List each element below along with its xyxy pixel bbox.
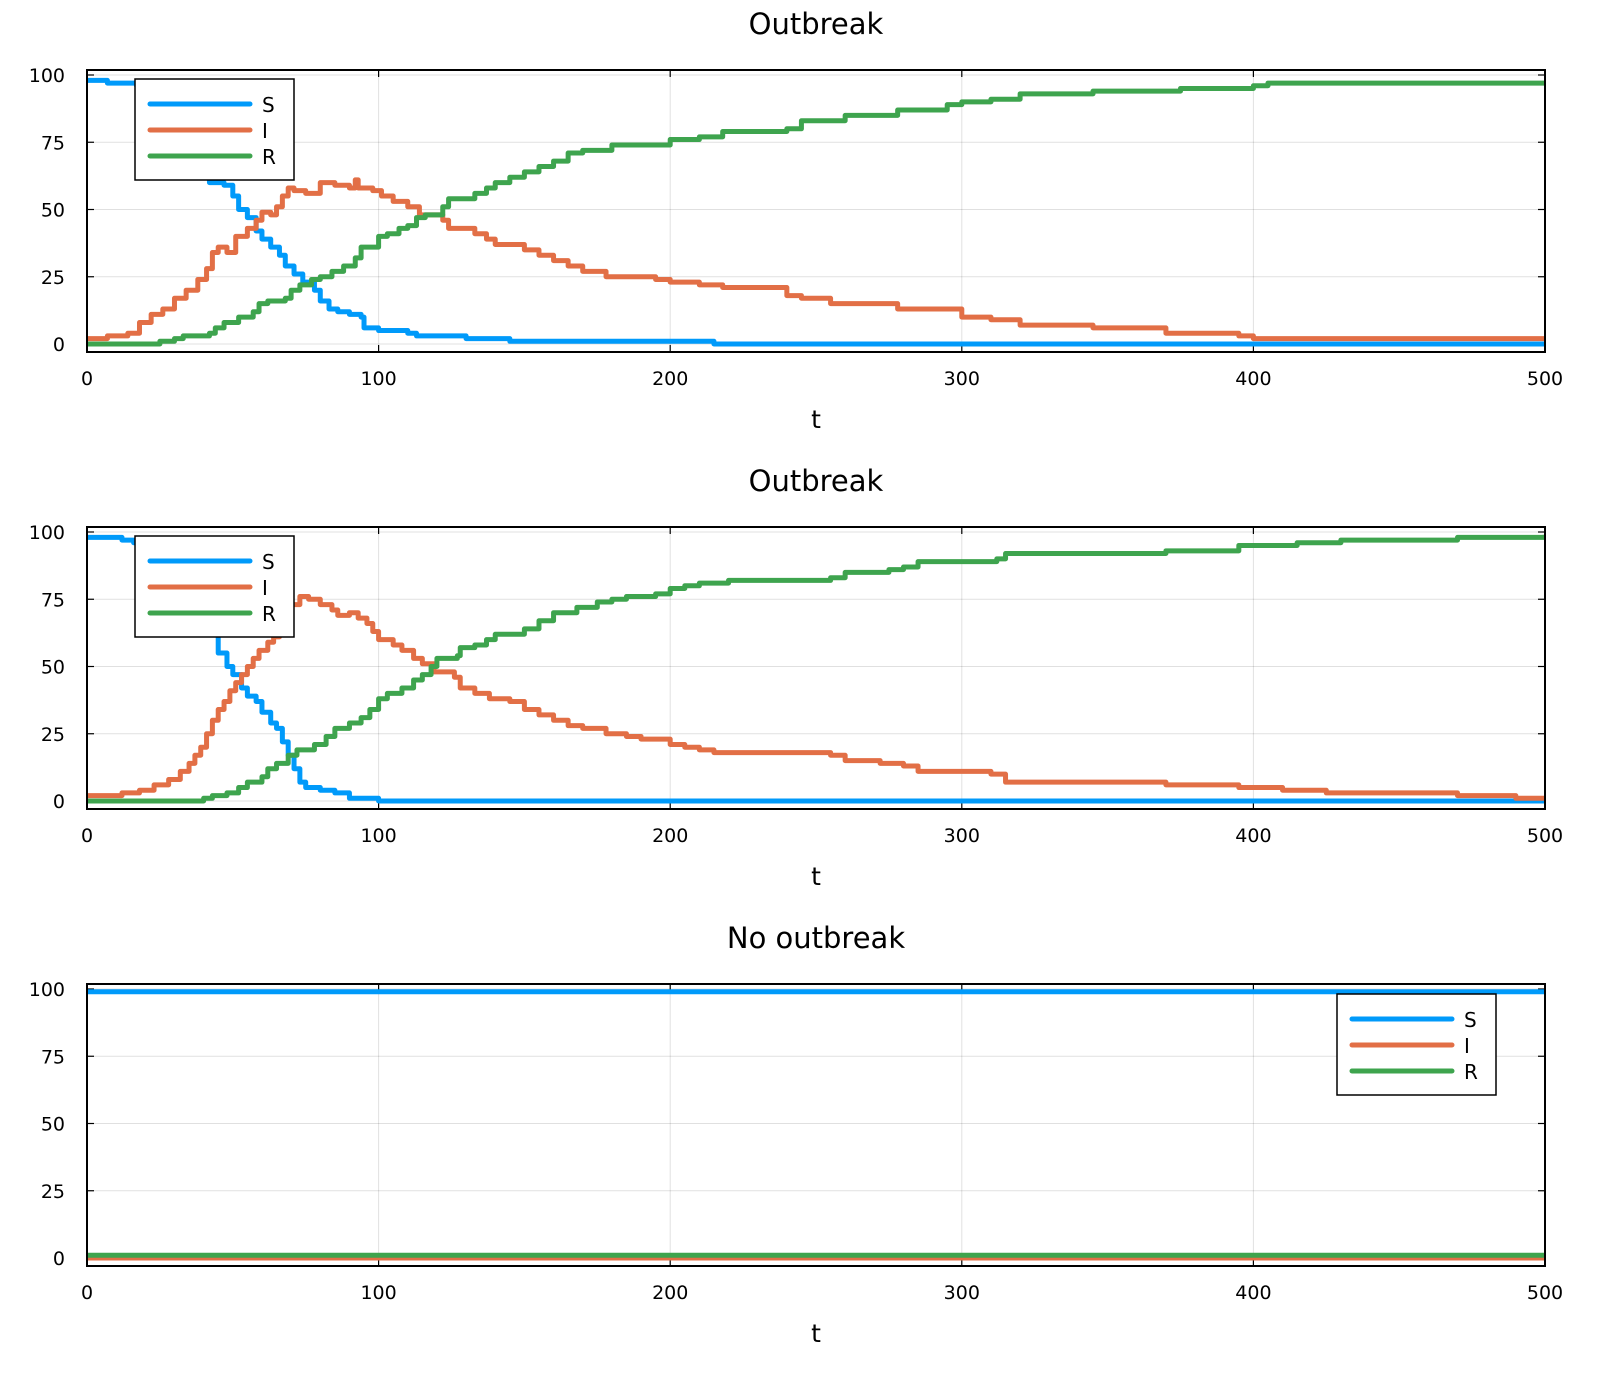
y-tick-label: 50 bbox=[41, 657, 65, 679]
y-tick-label: 100 bbox=[29, 979, 65, 1001]
y-tick-label: 75 bbox=[41, 589, 65, 611]
legend-label: S bbox=[262, 93, 275, 117]
x-tick-label: 400 bbox=[1235, 825, 1271, 847]
legend-label: R bbox=[1464, 1060, 1478, 1084]
plot-frame bbox=[86, 526, 1546, 810]
legend: SIR bbox=[134, 535, 295, 638]
chart-title: No outbreak bbox=[727, 921, 905, 955]
x-axis-label: t bbox=[811, 1319, 821, 1348]
legend: SIR bbox=[134, 78, 295, 181]
y-tick-label: 50 bbox=[41, 200, 65, 222]
x-axis-label: t bbox=[811, 405, 821, 434]
series-line-R bbox=[87, 534, 1545, 804]
x-tick-label: 100 bbox=[360, 825, 396, 847]
subplot-1: Outbreak 0 100 200 300 400 500 0 25 50 75 100 t SIR bbox=[29, 7, 1563, 434]
legend: SIR bbox=[1336, 993, 1497, 1096]
x-tick-label: 400 bbox=[1235, 368, 1271, 390]
series-line-S bbox=[87, 534, 1545, 804]
y-tick-label: 100 bbox=[29, 522, 65, 544]
x-tick-label: 500 bbox=[1527, 1282, 1563, 1304]
y-tick-label: 100 bbox=[29, 65, 65, 87]
series-line-R bbox=[87, 80, 1545, 347]
x-tick-label: 500 bbox=[1527, 825, 1563, 847]
x-tick-label: 0 bbox=[81, 1282, 93, 1304]
y-tick-label: 0 bbox=[53, 1248, 65, 1270]
x-tick-label: 200 bbox=[652, 825, 688, 847]
y-tick-label: 25 bbox=[41, 267, 65, 289]
subplot-3: No outbreak 0 100 200 300 400 500 0 25 50 75 100 t SI… bbox=[29, 921, 1563, 1348]
subplot-2: Outbreak 0 100 200 300 400 500 0 25 50 75 100 t SIR bbox=[29, 464, 1563, 891]
series-line-I bbox=[87, 594, 1545, 801]
x-tick-label: 300 bbox=[944, 825, 980, 847]
y-tick-label: 0 bbox=[53, 791, 65, 813]
x-axis-label: t bbox=[811, 862, 821, 891]
x-tick-label: 100 bbox=[360, 1282, 396, 1304]
x-tick-label: 300 bbox=[944, 368, 980, 390]
series-line-S bbox=[87, 77, 1545, 347]
legend-label: R bbox=[262, 145, 276, 169]
x-tick-label: 200 bbox=[652, 368, 688, 390]
x-tick-label: 0 bbox=[81, 825, 93, 847]
y-tick-label: 50 bbox=[41, 1114, 65, 1136]
legend-label: R bbox=[262, 602, 276, 626]
series-line-I bbox=[87, 177, 1545, 342]
chart-title: Outbreak bbox=[749, 464, 884, 498]
x-tick-label: 400 bbox=[1235, 1282, 1271, 1304]
legend-label: S bbox=[262, 550, 275, 574]
chart-title: Outbreak bbox=[749, 7, 884, 41]
x-tick-label: 0 bbox=[81, 368, 93, 390]
x-tick-label: 500 bbox=[1527, 368, 1563, 390]
x-tick-label: 200 bbox=[652, 1282, 688, 1304]
plot-frame bbox=[86, 69, 1546, 353]
x-tick-label: 300 bbox=[944, 1282, 980, 1304]
plot-frame bbox=[86, 983, 1546, 1267]
legend-label: S bbox=[1464, 1008, 1477, 1032]
legend-label: I bbox=[1464, 1034, 1470, 1058]
legend-label: I bbox=[262, 576, 268, 600]
x-tick-label: 100 bbox=[360, 368, 396, 390]
y-tick-label: 25 bbox=[41, 724, 65, 746]
legend-label: I bbox=[262, 119, 268, 143]
y-tick-label: 0 bbox=[53, 334, 65, 356]
y-tick-label: 75 bbox=[41, 132, 65, 154]
y-tick-label: 75 bbox=[41, 1046, 65, 1068]
y-tick-label: 25 bbox=[41, 1181, 65, 1203]
